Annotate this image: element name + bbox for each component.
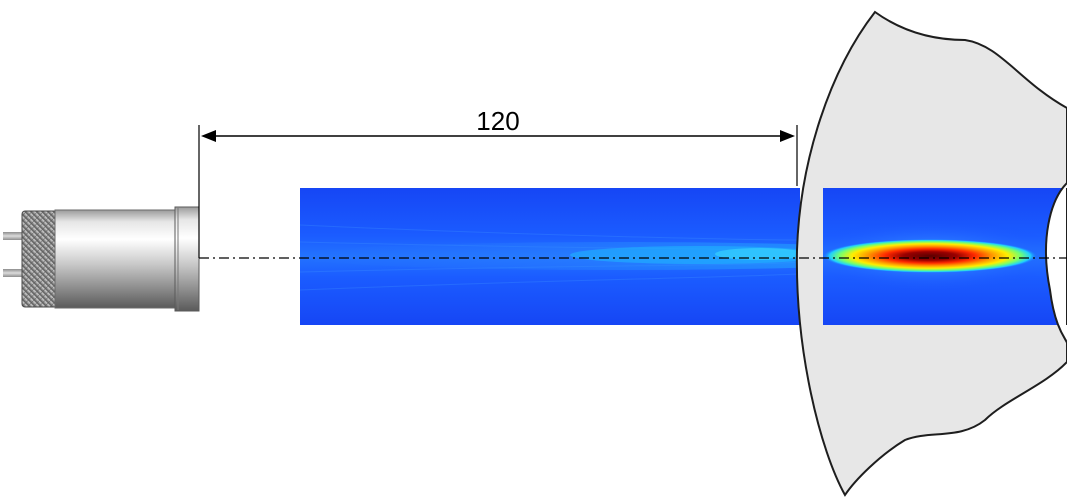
connector-pin-icon — [3, 269, 25, 277]
pressure-field-map-water — [290, 188, 950, 325]
connector-pin-icon — [3, 232, 25, 240]
distance-dimension: 120 — [198, 106, 798, 258]
arrow-right-icon — [780, 130, 795, 142]
arrow-left-icon — [201, 130, 216, 142]
pressure-field-map-tissue — [823, 188, 1067, 325]
ultrasound-transducer-icon — [3, 206, 200, 312]
dimension-value-label: 120 — [476, 106, 519, 136]
